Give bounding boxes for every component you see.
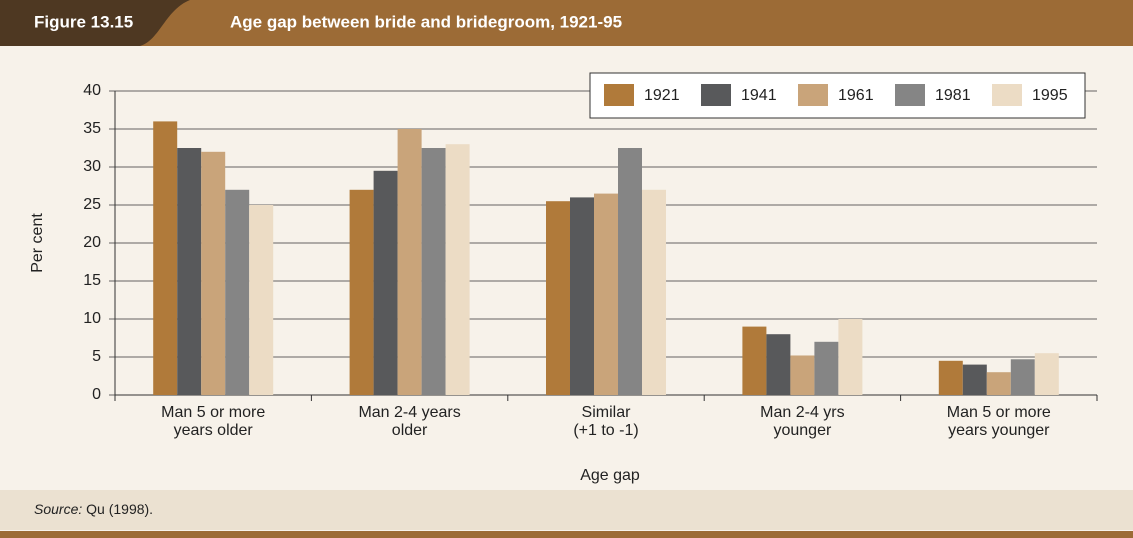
bar: [838, 319, 863, 395]
bar: [546, 201, 570, 395]
y-tick-label: 5: [92, 348, 101, 365]
x-tick-label: (+1 to -1): [573, 422, 638, 439]
bar: [594, 193, 618, 395]
legend-label: 1995: [1032, 87, 1068, 104]
header-bar: [0, 0, 1133, 46]
x-tick-label: years older: [174, 422, 254, 439]
bar: [742, 326, 767, 395]
bar: [1034, 353, 1059, 395]
bar: [421, 148, 446, 395]
legend-swatch: [701, 84, 731, 106]
x-tick-label: Man 2-4 years: [358, 404, 460, 421]
bar: [642, 189, 666, 395]
bar: [225, 189, 250, 395]
legend-swatch: [798, 84, 828, 106]
x-tick-label: years younger: [948, 422, 1050, 439]
bar: [986, 372, 1011, 395]
bar: [445, 144, 470, 395]
x-tick-label: Man 5 or more: [947, 404, 1051, 421]
legend-label: 1921: [644, 87, 680, 104]
source-band: [0, 490, 1133, 530]
legend-label: 1981: [935, 87, 971, 104]
figure-label: Figure 13.15: [34, 12, 133, 31]
y-tick-label: 15: [83, 272, 101, 289]
x-tick-label: Man 5 or more: [161, 404, 265, 421]
bar: [570, 197, 594, 395]
x-tick-label: Man 2-4 yrs: [760, 404, 844, 421]
bar: [397, 129, 422, 395]
bar: [249, 205, 274, 395]
bar: [938, 360, 963, 395]
y-tick-label: 40: [83, 82, 101, 99]
bar: [962, 364, 987, 395]
bar: [790, 355, 815, 395]
source: Source: Qu (1998).: [34, 501, 153, 517]
legend-swatch: [604, 84, 634, 106]
y-tick-label: 0: [92, 386, 101, 403]
x-tick-label: younger: [773, 422, 831, 439]
legend-swatch: [895, 84, 925, 106]
bar: [1010, 359, 1035, 395]
bar: [201, 151, 226, 395]
y-tick-label: 25: [83, 196, 101, 213]
footer-bar: [0, 531, 1133, 538]
y-tick-label: 30: [83, 158, 101, 175]
bar: [177, 148, 202, 395]
legend-label: 1961: [838, 87, 874, 104]
figure-tab: [0, 0, 190, 46]
bar: [349, 189, 374, 395]
x-axis-label: Age gap: [580, 467, 640, 484]
y-tick-label: 35: [83, 120, 101, 137]
source-label: Source:: [34, 501, 82, 517]
y-axis-label: Per cent: [29, 213, 46, 273]
bar: [618, 148, 642, 395]
y-tick-label: 10: [83, 310, 101, 327]
x-tick-label: Similar: [582, 404, 632, 421]
legend-label: 1941: [741, 87, 777, 104]
y-tick-label: 20: [83, 234, 101, 251]
x-tick-label: older: [392, 422, 428, 439]
bar: [814, 341, 839, 395]
source-text: Qu (1998).: [86, 501, 153, 517]
bar: [766, 334, 791, 395]
chart-title: Age gap between bride and bridegroom, 19…: [230, 12, 622, 31]
legend-swatch: [992, 84, 1022, 106]
bar: [373, 170, 398, 395]
bar: [153, 121, 178, 396]
